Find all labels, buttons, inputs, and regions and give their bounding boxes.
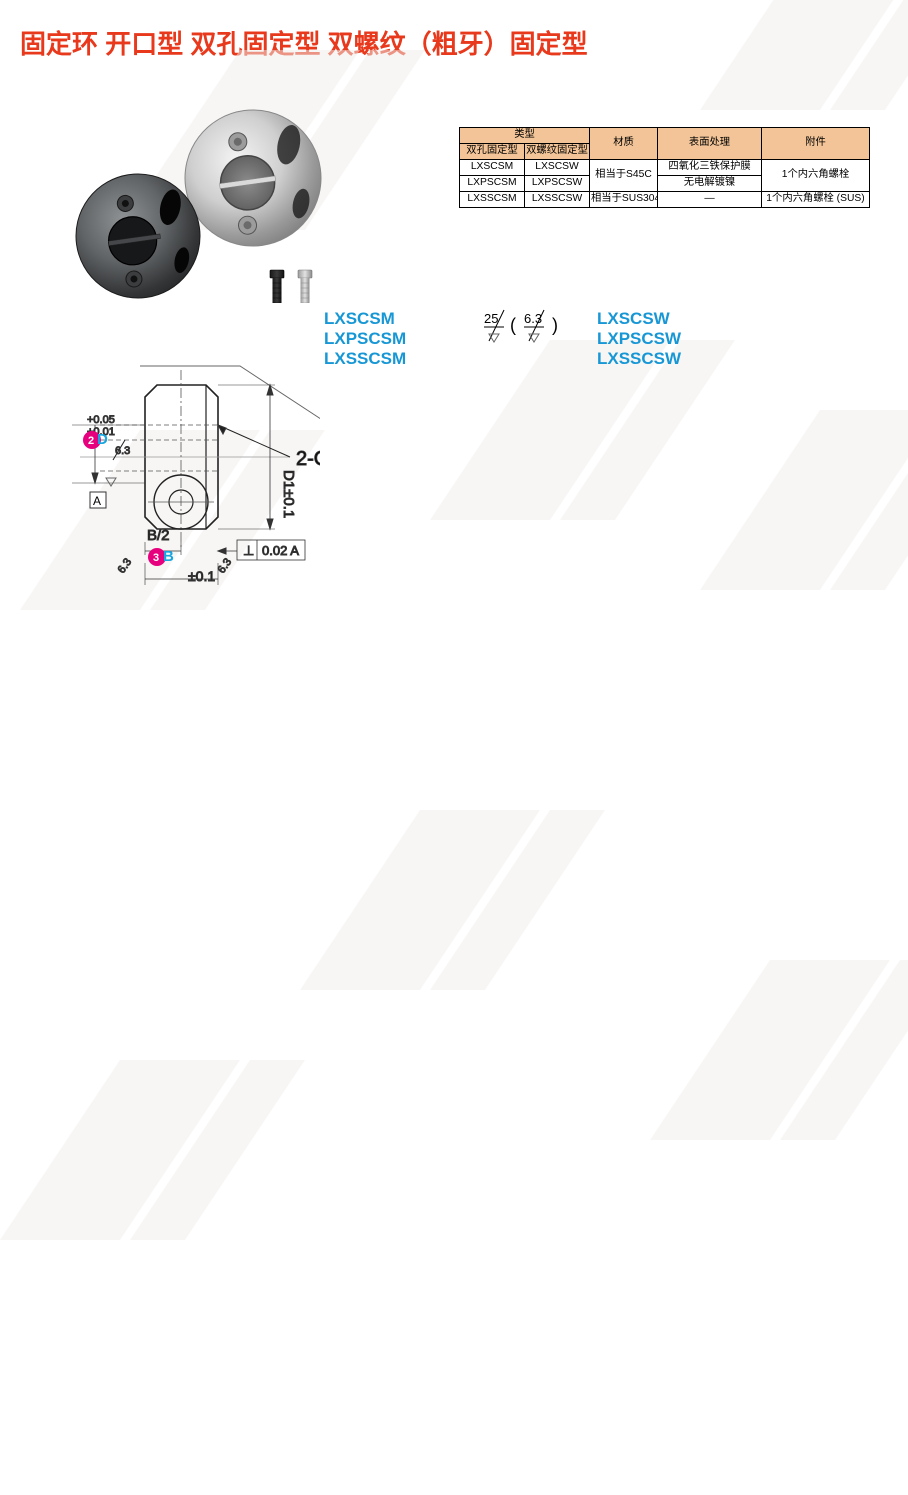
svg-text:): ) <box>552 315 558 335</box>
svg-text:D: D <box>97 431 108 448</box>
svg-text:2: 2 <box>88 435 94 447</box>
svg-text:25: 25 <box>484 311 498 326</box>
svg-text:B: B <box>163 548 174 565</box>
svg-text:(: ( <box>510 315 516 335</box>
svg-text:3: 3 <box>153 552 159 564</box>
